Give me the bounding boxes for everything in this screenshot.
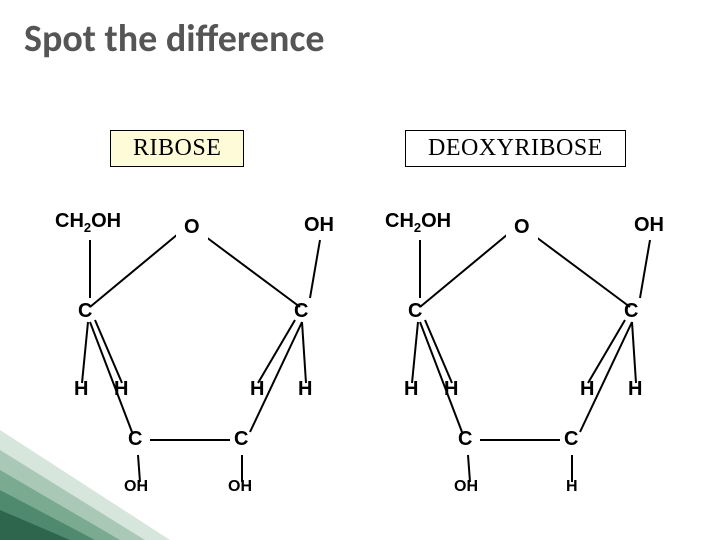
deoxy-h-ol: H [404, 378, 418, 401]
deoxy-name: DEOXYRIBOSE [428, 135, 603, 161]
ribose-h-or: H [298, 378, 312, 401]
ribose-cbot-l: C [128, 428, 142, 451]
ribose-oh-bl: OH [124, 478, 148, 496]
ribose-oh-right: OH [304, 214, 334, 237]
slide-title: Spot the difference [24, 16, 324, 62]
ribose-h-ol: H [74, 378, 88, 401]
ribose-h-il: H [114, 378, 128, 401]
ribose-c-left: C [78, 300, 92, 323]
ribose-name: RIBOSE [133, 135, 221, 161]
deoxy-oh-right: OH [634, 214, 664, 237]
deoxy-h-ir: H [580, 378, 594, 401]
deoxy-name-box: DEOXYRIBOSE [405, 130, 626, 167]
ribose-name-box: RIBOSE [110, 130, 244, 167]
ribose-h-ir: H [250, 378, 264, 401]
ribose-c-right: C [294, 300, 308, 323]
corner-stripes-icon [0, 0, 720, 540]
deoxy-cbot-r: C [564, 428, 578, 451]
deoxy-oh-bl: OH [454, 478, 478, 496]
deoxy-h-il: H [444, 378, 458, 401]
deoxy-o: O [506, 214, 538, 241]
deoxy-h-br: H [566, 478, 578, 496]
deoxy-c-left: C [408, 300, 422, 323]
ribose-cbot-r: C [234, 428, 248, 451]
deoxy-c-right: C [624, 300, 638, 323]
deoxy-ch2oh: CH2OH [385, 210, 451, 235]
deoxy-h-or: H [628, 378, 642, 401]
ribose-o: O [176, 214, 208, 241]
deoxy-cbot-l: C [458, 428, 472, 451]
bond-lines [0, 0, 720, 540]
ribose-oh-br: OH [228, 478, 252, 496]
ribose-ch2oh: CH2OH [55, 210, 121, 235]
slide-root: Spot the difference RIBOSE DEOXYRIBOSE [0, 0, 720, 540]
